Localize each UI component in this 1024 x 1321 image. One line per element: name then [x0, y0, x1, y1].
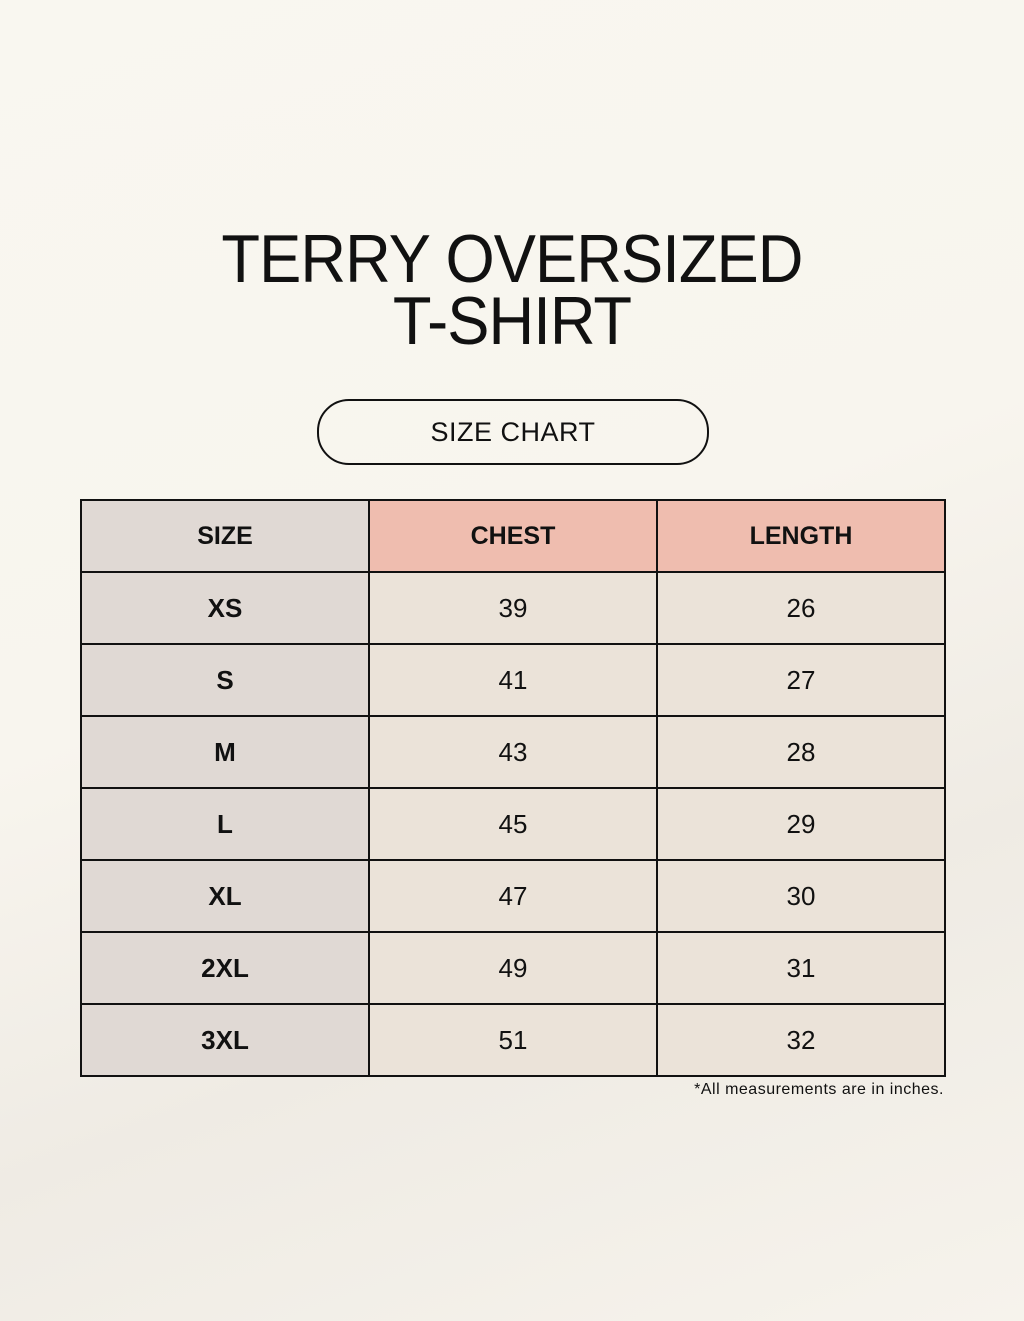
cell-size: XL [80, 859, 370, 933]
cell-chest: 51 [368, 1003, 658, 1077]
cell-size: 3XL [80, 1003, 370, 1077]
cell-chest: 49 [368, 931, 658, 1005]
cell-size: S [80, 643, 370, 717]
cell-length: 30 [656, 859, 946, 933]
cell-size: XS [80, 571, 370, 645]
header-size: SIZE [80, 499, 370, 573]
cell-length: 26 [656, 571, 946, 645]
cell-chest: 45 [368, 787, 658, 861]
table-row: XS 39 26 [80, 571, 946, 645]
cell-size: 2XL [80, 931, 370, 1005]
cell-length: 32 [656, 1003, 946, 1077]
cell-size: L [80, 787, 370, 861]
measurement-note: *All measurements are in inches. [694, 1081, 944, 1098]
cell-length: 29 [656, 787, 946, 861]
header-chest: CHEST [368, 499, 658, 573]
table-row: M 43 28 [80, 715, 946, 789]
table-row: L 45 29 [80, 787, 946, 861]
title-line-1: TERRY OVERSIZED [221, 221, 803, 297]
cell-chest: 39 [368, 571, 658, 645]
cell-chest: 47 [368, 859, 658, 933]
size-table: SIZE CHEST LENGTH XS 39 26 S 41 27 M 43 28 L 45 29 X… [80, 499, 946, 1077]
page-title: TERRY OVERSIZED T-SHIRT [36, 221, 988, 359]
table-row: XL 47 30 [80, 859, 946, 933]
title-line-2: T-SHIRT [392, 283, 632, 359]
cell-chest: 41 [368, 643, 658, 717]
size-chart-badge: SIZE CHART [317, 399, 709, 465]
table-row: 3XL 51 32 [80, 1003, 946, 1077]
cell-size: M [80, 715, 370, 789]
cell-chest: 43 [368, 715, 658, 789]
table-row: S 41 27 [80, 643, 946, 717]
cell-length: 28 [656, 715, 946, 789]
header-length: LENGTH [656, 499, 946, 573]
cell-length: 27 [656, 643, 946, 717]
cell-length: 31 [656, 931, 946, 1005]
table-header-row: SIZE CHEST LENGTH [80, 499, 946, 573]
table-row: 2XL 49 31 [80, 931, 946, 1005]
